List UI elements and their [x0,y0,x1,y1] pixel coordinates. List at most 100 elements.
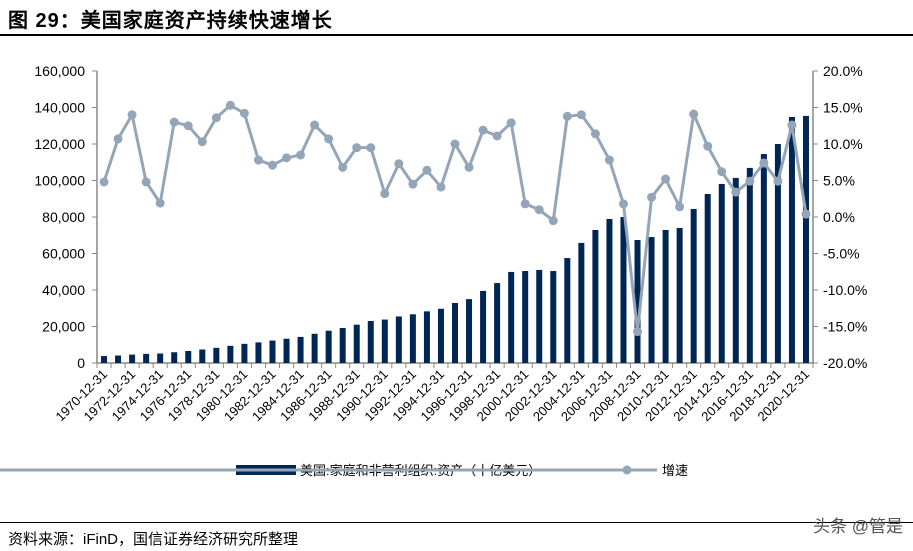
growth-point [296,150,306,160]
right-tick-label: 15.0% [823,100,863,116]
bar [788,116,795,364]
growth-point [703,141,713,151]
bar [494,283,501,363]
bar [157,353,164,363]
bar [241,343,248,363]
left-tick-label: 100,000 [34,173,85,189]
bar [395,316,402,363]
right-tick-label: 0.0% [823,209,855,225]
growth-point [267,160,277,170]
growth-point [773,176,783,186]
growth-point [604,155,614,165]
bar [297,336,304,363]
growth-point [478,125,488,135]
growth-point [436,182,446,192]
bar [339,327,346,363]
bar [620,217,627,363]
bar [409,314,416,363]
right-tick-label: -15.0% [823,319,867,335]
bar [564,258,571,363]
bar [690,208,697,363]
growth-point [492,131,502,141]
bar [634,239,641,363]
left-tick-label: 60,000 [42,246,85,262]
growth-point [731,187,741,197]
bar [255,342,262,363]
growth-point [155,198,165,208]
growth-point [394,159,404,169]
bar [185,350,192,363]
right-tick-label: 20.0% [823,63,863,79]
left-tick-label: 20,000 [42,319,85,335]
growth-point [576,110,586,120]
bar [592,229,599,363]
bar [353,324,360,363]
growth-point [464,162,474,172]
right-tick-label: -5.0% [823,246,860,262]
growth-point [759,158,769,168]
left-tick-label: 140,000 [34,100,85,116]
growth-point [211,113,221,123]
left-tick-label: 0 [77,355,85,371]
bar [676,227,683,363]
growth-point [450,139,460,149]
growth-point [661,174,671,184]
growth-point [675,202,685,212]
bar [283,338,290,363]
bar [648,237,655,363]
bar [746,167,753,363]
growth-point [352,143,362,153]
left-tick-label: 80,000 [42,209,85,225]
growth-point [590,129,600,139]
growth-point [310,120,320,130]
growth-point [548,216,558,226]
legend-line-label: 增速 [662,463,688,478]
growth-point [787,120,797,130]
growth-point [338,162,348,172]
growth-point [99,177,109,187]
right-tick-label: 5.0% [823,173,855,189]
title-divider [0,34,913,36]
growth-point [408,179,418,189]
bar [760,154,767,363]
growth-point [197,137,207,147]
growth-point [225,100,235,110]
right-tick-label: -20.0% [823,355,867,371]
bar [213,347,220,363]
bar [227,345,234,363]
left-tick-label: 40,000 [42,282,85,298]
growth-point [380,189,390,199]
bar [199,349,206,363]
bar [508,271,515,363]
bar [536,269,543,363]
left-tick-label: 160,000 [34,63,85,79]
bar [311,333,318,363]
growth-line [102,103,808,332]
growth-point [689,109,699,119]
line-series [99,100,811,337]
watermark: 头条 @管是 [813,517,903,536]
bar [774,144,781,363]
bar [129,354,136,363]
growth-point [239,108,249,118]
growth-point [801,209,811,219]
bar [802,115,809,364]
growth-point [745,176,755,186]
chart: 0 20,000 40,000 60,000 80,000 100,000 120,000 1… [0,63,867,478]
growth-point [366,143,376,153]
growth-point [647,192,657,202]
bar [381,319,388,363]
bar [704,194,711,363]
footer-divider [0,522,913,523]
bar [732,177,739,363]
growth-point [183,121,193,131]
bar [452,302,458,363]
growth-point [253,155,263,165]
bar [269,340,276,363]
growth-point [506,118,516,128]
legend-line-marker [622,465,632,475]
bar [662,229,669,363]
growth-point [618,199,628,209]
growth-point [141,177,151,187]
bar [101,356,108,363]
